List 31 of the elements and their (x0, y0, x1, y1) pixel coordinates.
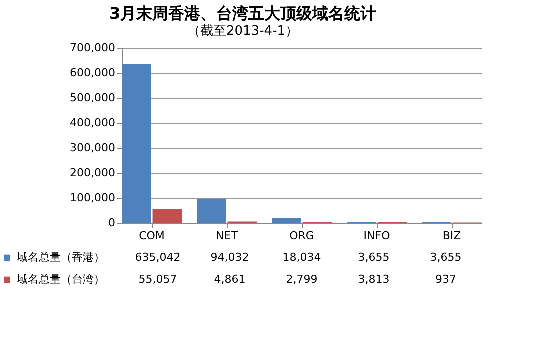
x-tick-label: ORG (290, 230, 314, 242)
y-tick-label: 200,000 (70, 166, 116, 180)
chart-subtitle: （截至2013-4-1） (188, 24, 299, 39)
data-label: 3,655 (358, 251, 390, 264)
data-label: 94,032 (210, 251, 250, 264)
legend-label: 域名总量（香港） (16, 251, 106, 264)
y-tick-label: 300,000 (70, 142, 116, 154)
bar (122, 64, 152, 223)
x-tick-label: COM (139, 230, 165, 242)
data-label: 2,799 (286, 273, 318, 286)
y-tick-label: 0 (108, 216, 116, 230)
y-tick-label: 400,000 (70, 116, 116, 130)
data-label: 3,655 (430, 251, 462, 264)
data-label: 55,057 (138, 273, 178, 286)
y-tick-label: 600,000 (70, 66, 116, 80)
data-label: 4,861 (214, 273, 246, 286)
data-label: 937 (436, 273, 456, 286)
legend-label: 域名总量（台湾） (16, 273, 106, 286)
data-label: 635,042 (135, 251, 181, 264)
x-tick-label: NET (216, 230, 238, 242)
bar (272, 218, 302, 223)
x-tick-label: INFO (364, 230, 391, 242)
y-tick-label: 100,000 (70, 192, 116, 204)
x-tick-label: BIZ (442, 230, 462, 242)
y-tick-label: 500,000 (70, 92, 116, 104)
data-label: 3,813 (358, 273, 390, 286)
chart-title: 3月末周香港、台湾五大顶级域名统计 (109, 4, 377, 23)
bar (197, 199, 226, 223)
bar (152, 209, 182, 223)
data-label: 18,034 (282, 251, 322, 264)
y-tick-label: 700,000 (70, 42, 116, 54)
